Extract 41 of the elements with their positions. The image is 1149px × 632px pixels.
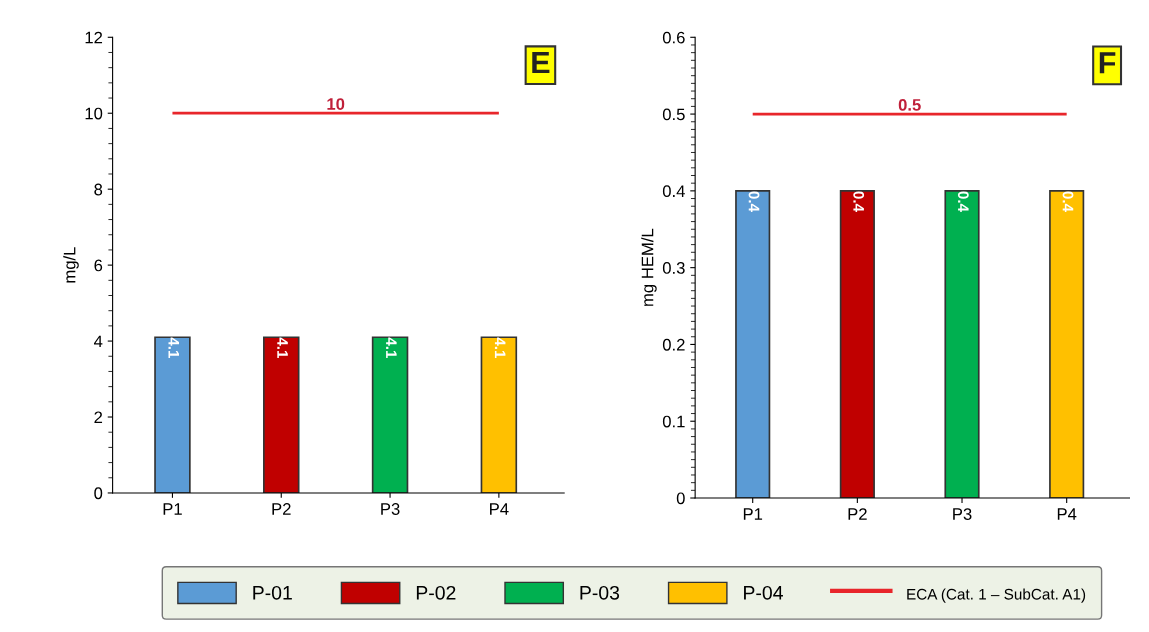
- data-label: 4.1: [277, 337, 288, 359]
- data-label: 4.1: [386, 337, 397, 359]
- data-label: 0.4: [957, 191, 969, 213]
- x-tick-label: P1: [743, 508, 763, 520]
- legend-label: P-04: [744, 585, 783, 600]
- y-tick-label: 0: [94, 487, 103, 500]
- x-tick-label: P4: [1057, 508, 1077, 520]
- y-tick-label: 8: [94, 183, 103, 196]
- x-tick-label: P4: [490, 503, 509, 515]
- data-label: 0.4: [1062, 191, 1074, 213]
- y-axis-title: mg/L: [63, 247, 79, 283]
- data-label: 4.1: [494, 337, 506, 359]
- y-tick-label: 0: [676, 492, 685, 505]
- text: ECA (Cat. 1 – SubCat. A1): [907, 588, 1086, 603]
- y-tick-label: 2: [94, 411, 103, 424]
- ref-line-label: 0.5: [898, 98, 921, 111]
- x-tick-label: P2: [272, 503, 291, 515]
- y-tick-label: 0.3: [662, 262, 685, 274]
- ref-line-label: 10: [327, 98, 345, 110]
- data-label: 0.4: [748, 191, 760, 213]
- y-tick-label: 4: [93, 335, 103, 348]
- data-label: 4.1: [168, 337, 180, 359]
- legend-label: P-03: [580, 585, 620, 600]
- x-tick-label: P2: [848, 508, 867, 520]
- chart-title: F: [1099, 52, 1116, 74]
- y-tick-label: 12: [85, 31, 103, 44]
- legend-label: P-01: [253, 585, 292, 600]
- x-tick-label: P1: [163, 503, 182, 515]
- y-tick-label: 10: [85, 107, 103, 120]
- legend-label: P-02: [416, 585, 456, 600]
- data-label: 0.4: [853, 191, 865, 213]
- y-axis-title: mg HEM/L: [641, 228, 657, 306]
- x-tick-label: P3: [953, 508, 972, 520]
- y-tick-label: 6: [94, 259, 103, 272]
- chart-title: E: [532, 52, 550, 74]
- y-tick-label: 0.5: [662, 108, 685, 121]
- x-tick-label: P3: [381, 503, 400, 515]
- y-tick-label: 0.1: [662, 415, 685, 428]
- y-tick-label: 0.2: [662, 338, 685, 351]
- y-tick-label: 0.4: [662, 185, 685, 198]
- y-tick-label: 0.6: [662, 31, 685, 44]
